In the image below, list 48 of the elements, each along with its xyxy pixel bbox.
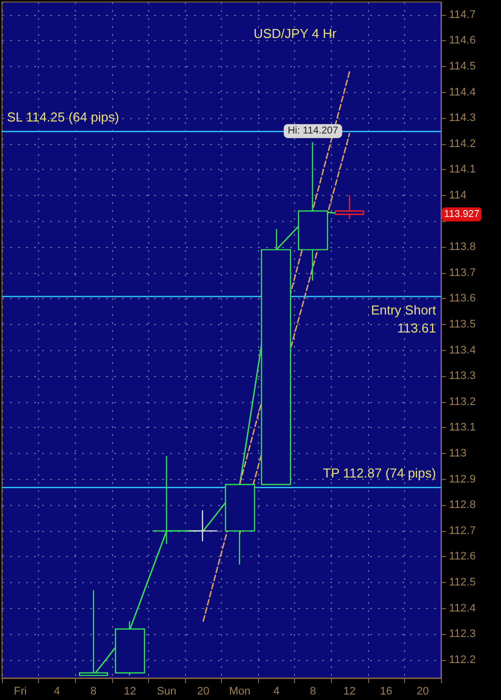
y-tick-label: 114.1 (449, 164, 476, 176)
candlestick (152, 456, 182, 544)
x-tick-label: 12 (343, 686, 356, 698)
y-tick-label: 112.9 (449, 473, 476, 486)
x-tick-label: 4 (273, 686, 280, 698)
x-tick-label: 20 (416, 686, 429, 698)
y-tick-label: 113.5 (449, 318, 476, 331)
y-tick-label: 112.4 (449, 602, 476, 614)
y-tick-label: 112.8 (449, 499, 476, 512)
x-tick-label: Sun (156, 686, 176, 698)
x-tick-label: 8 (90, 686, 97, 698)
y-tick-label: 114.4 (449, 86, 476, 98)
y-tick-label: 112.5 (449, 576, 476, 589)
y-tick-label: 113.6 (449, 292, 476, 305)
candlestick (334, 194, 364, 220)
text: USD/JPY 4 Hr (254, 26, 338, 41)
ref-line-label: SL 114.25 (64 pips) (7, 110, 120, 125)
annotation: Hi: 114.207 (288, 126, 339, 137)
x-tick-label: 12 (124, 686, 136, 698)
x-tick-label: 4 (54, 686, 60, 698)
y-tick-label: 114.3 (449, 112, 476, 124)
annotation: 113.927 (444, 208, 480, 220)
x-tick-label: 8 (310, 686, 316, 698)
x-tick-label: 16 (380, 686, 392, 698)
y-tick-label: 113.8 (449, 241, 476, 254)
y-tick-label: 113.4 (449, 344, 476, 356)
y-tick-label: 112.7 (449, 524, 476, 537)
candlestick (188, 510, 218, 542)
y-tick-label: 113.7 (449, 266, 476, 279)
y-tick-label: 113.2 (449, 396, 476, 408)
y-tick-label: 113.1 (449, 422, 476, 434)
y-tick-label: 113.3 (449, 370, 476, 382)
y-tick-label: 112.3 (449, 628, 476, 640)
y-tick-label: 114.5 (449, 60, 476, 73)
y-tick-label: 112.6 (449, 550, 476, 563)
y-tick-label: 112.2 (449, 654, 476, 666)
candlestick (260, 228, 292, 486)
y-tick-label: 114 (449, 190, 467, 202)
y-tick-label: 114.2 (449, 138, 476, 150)
ref-line-label: TP 112.87 (74 pips) (323, 466, 436, 481)
x-tick-label: Mon (229, 686, 250, 698)
x-tick-label: 20 (197, 686, 210, 698)
x-tick-label: Fri (14, 686, 27, 698)
y-tick-label: 114.6 (449, 34, 476, 47)
ref-line-label: Entry Short 113.61 (370, 302, 436, 336)
y-tick-label: 113 (449, 448, 467, 460)
candlestick (224, 484, 256, 566)
y-tick-label: 114.7 (449, 8, 476, 21)
